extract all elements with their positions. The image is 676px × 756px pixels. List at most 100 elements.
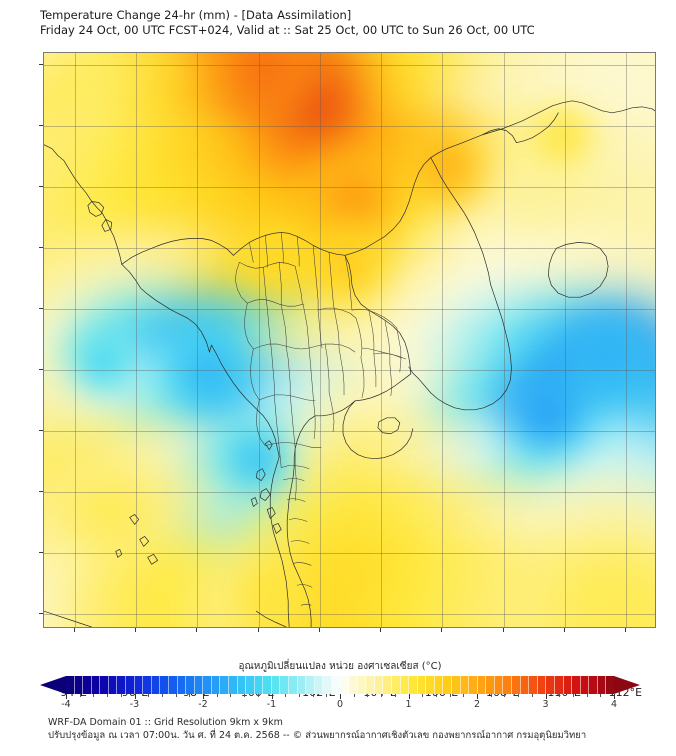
x-tick-mark	[625, 628, 627, 632]
colorbar-segment	[100, 676, 109, 694]
colorbar-minor-tick	[600, 694, 602, 697]
colorbar-minor-tick	[353, 694, 355, 697]
colorbar-segment	[357, 676, 367, 694]
colorbar-tick-label: -1	[266, 699, 277, 710]
colorbar-segment	[194, 676, 204, 694]
x-tick-mark	[564, 628, 566, 632]
colorbar-segment	[126, 676, 135, 694]
field-feature-warm-band-hainan	[527, 100, 599, 172]
colorbar-segment	[537, 676, 547, 694]
colorbar-segment	[66, 676, 75, 694]
field-feature-warm-core-north-vietnam-coast	[397, 118, 496, 216]
colorbar-tick-label: 3	[542, 699, 549, 710]
page-title: Temperature Change 24-hr (mm) - [Data As…	[40, 8, 352, 22]
footer-block: WRF-DA Domain 01 :: Grid Resolution 9km …	[48, 716, 668, 742]
colorbar-minor-tick	[93, 694, 95, 697]
colorbar-segment	[486, 676, 495, 694]
y-tick-mark	[39, 125, 43, 127]
colorbar-segment	[246, 676, 255, 694]
colorbar-segment	[426, 676, 435, 694]
field-feature-cool-core-gulf-of-thailand	[215, 418, 298, 501]
colorbar-minor-tick	[367, 694, 369, 697]
colorbar-minor-tick	[175, 694, 177, 697]
colorbar-min-extend-arrow	[40, 676, 66, 694]
chart-title-block: Temperature Change 24-hr (mm) - [Data As…	[40, 8, 660, 38]
field-feature-cool-band-bay-of-bengal	[66, 324, 141, 399]
colorbar-segment	[452, 676, 461, 694]
colorbar-major-tick	[614, 694, 615, 699]
colorbar-minor-tick	[394, 694, 396, 697]
colorbar-minor-tick	[257, 694, 259, 697]
colorbar-segment	[503, 676, 513, 694]
map-figure: 94°E96°E98°E100°E102°E104°E106°E108°E110…	[39, 52, 656, 699]
field-feature-cool-core-east-sea	[564, 311, 654, 401]
y-tick-mark	[39, 308, 43, 309]
colorbar-segment	[460, 676, 470, 694]
colorbar-segment	[434, 676, 444, 694]
field-feature-cool-core-andaman-sea	[164, 330, 251, 418]
colorbar-tick-label: -4	[61, 699, 71, 710]
colorbar-segment	[297, 676, 307, 694]
colorbar-segment	[494, 676, 504, 694]
colorbar-segment	[512, 676, 521, 694]
colorbar-minor-tick	[285, 694, 287, 697]
colorbar-segment	[289, 676, 298, 694]
x-tick-mark	[73, 628, 75, 632]
map-plot-area[interactable]	[43, 52, 656, 628]
colorbar-segment	[134, 676, 144, 694]
model-info-line: WRF-DA Domain 01 :: Grid Resolution 9km …	[48, 717, 283, 728]
colorbar-minor-tick	[449, 694, 451, 697]
colorbar-segment	[331, 676, 341, 694]
colorbar-minor-tick	[326, 694, 328, 697]
field-feature-warm-core-central-thailand	[234, 217, 316, 300]
colorbar-tick-label: 2	[473, 699, 481, 710]
colorbar-segment	[469, 676, 478, 694]
colorbar-segment	[168, 676, 178, 694]
colorbar-tick-label: 0	[336, 699, 344, 710]
colorbar-segment	[366, 676, 375, 694]
colorbar-segment	[271, 676, 281, 694]
colorbar-gradient	[66, 676, 614, 694]
colorbar-segment	[323, 676, 332, 694]
colorbar-minor-tick	[559, 694, 561, 697]
copyright-line: ปรับปรุงข้อมูล ณ เวลา 07:00น. วัน ศ. ที่…	[48, 730, 587, 741]
colorbar-major-tick	[66, 694, 67, 699]
x-tick-mark	[257, 628, 259, 632]
colorbar-segment	[160, 676, 169, 694]
colorbar-segment	[529, 676, 538, 694]
colorbar[interactable]: -4 -3 -2 -1 0 1 2 3 4	[40, 676, 640, 710]
colorbar-segment	[563, 676, 573, 694]
field-feature-warm-core-khorat-plateau	[305, 220, 392, 308]
colorbar-segment	[91, 676, 101, 694]
colorbar-segment	[203, 676, 212, 694]
colorbar-minor-tick	[518, 694, 520, 697]
colorbar-tick-label: 4	[610, 699, 618, 710]
y-tick-mark	[39, 368, 43, 370]
colorbar-tick-label: -3	[129, 699, 140, 710]
y-tick-mark	[39, 429, 43, 431]
colorbar-segment	[314, 676, 324, 694]
colorbar-segment	[263, 676, 272, 694]
colorbar-max-extend-arrow	[614, 676, 640, 694]
colorbar-minor-tick	[381, 694, 383, 697]
colorbar-minor-tick	[107, 694, 109, 697]
colorbar-ticks	[66, 694, 615, 699]
colorbar-minor-tick	[244, 694, 246, 697]
colorbar-segment	[383, 676, 392, 694]
colorbar-segment	[546, 676, 555, 694]
colorbar-major-tick	[203, 694, 204, 699]
field-feature-warm-band-southern-domain	[234, 556, 309, 627]
colorbar-minor-tick	[490, 694, 492, 697]
colorbar-tick-label: -2	[198, 699, 208, 710]
chart-subtitle: Friday 24 Oct, 00 UTC FCST+024, Valid at…	[40, 23, 535, 37]
x-tick-mark	[134, 628, 136, 632]
y-tick-mark	[39, 612, 43, 614]
x-tick-mark	[502, 628, 504, 632]
colorbar-minor-tick	[422, 694, 424, 697]
colorbar-segment	[409, 676, 418, 694]
colorbar-minor-tick	[120, 694, 122, 697]
colorbar-segment	[520, 676, 530, 694]
colorbar-tick-label: 1	[405, 699, 412, 710]
colorbar-minor-tick	[148, 694, 150, 697]
colorbar-segment	[254, 676, 264, 694]
